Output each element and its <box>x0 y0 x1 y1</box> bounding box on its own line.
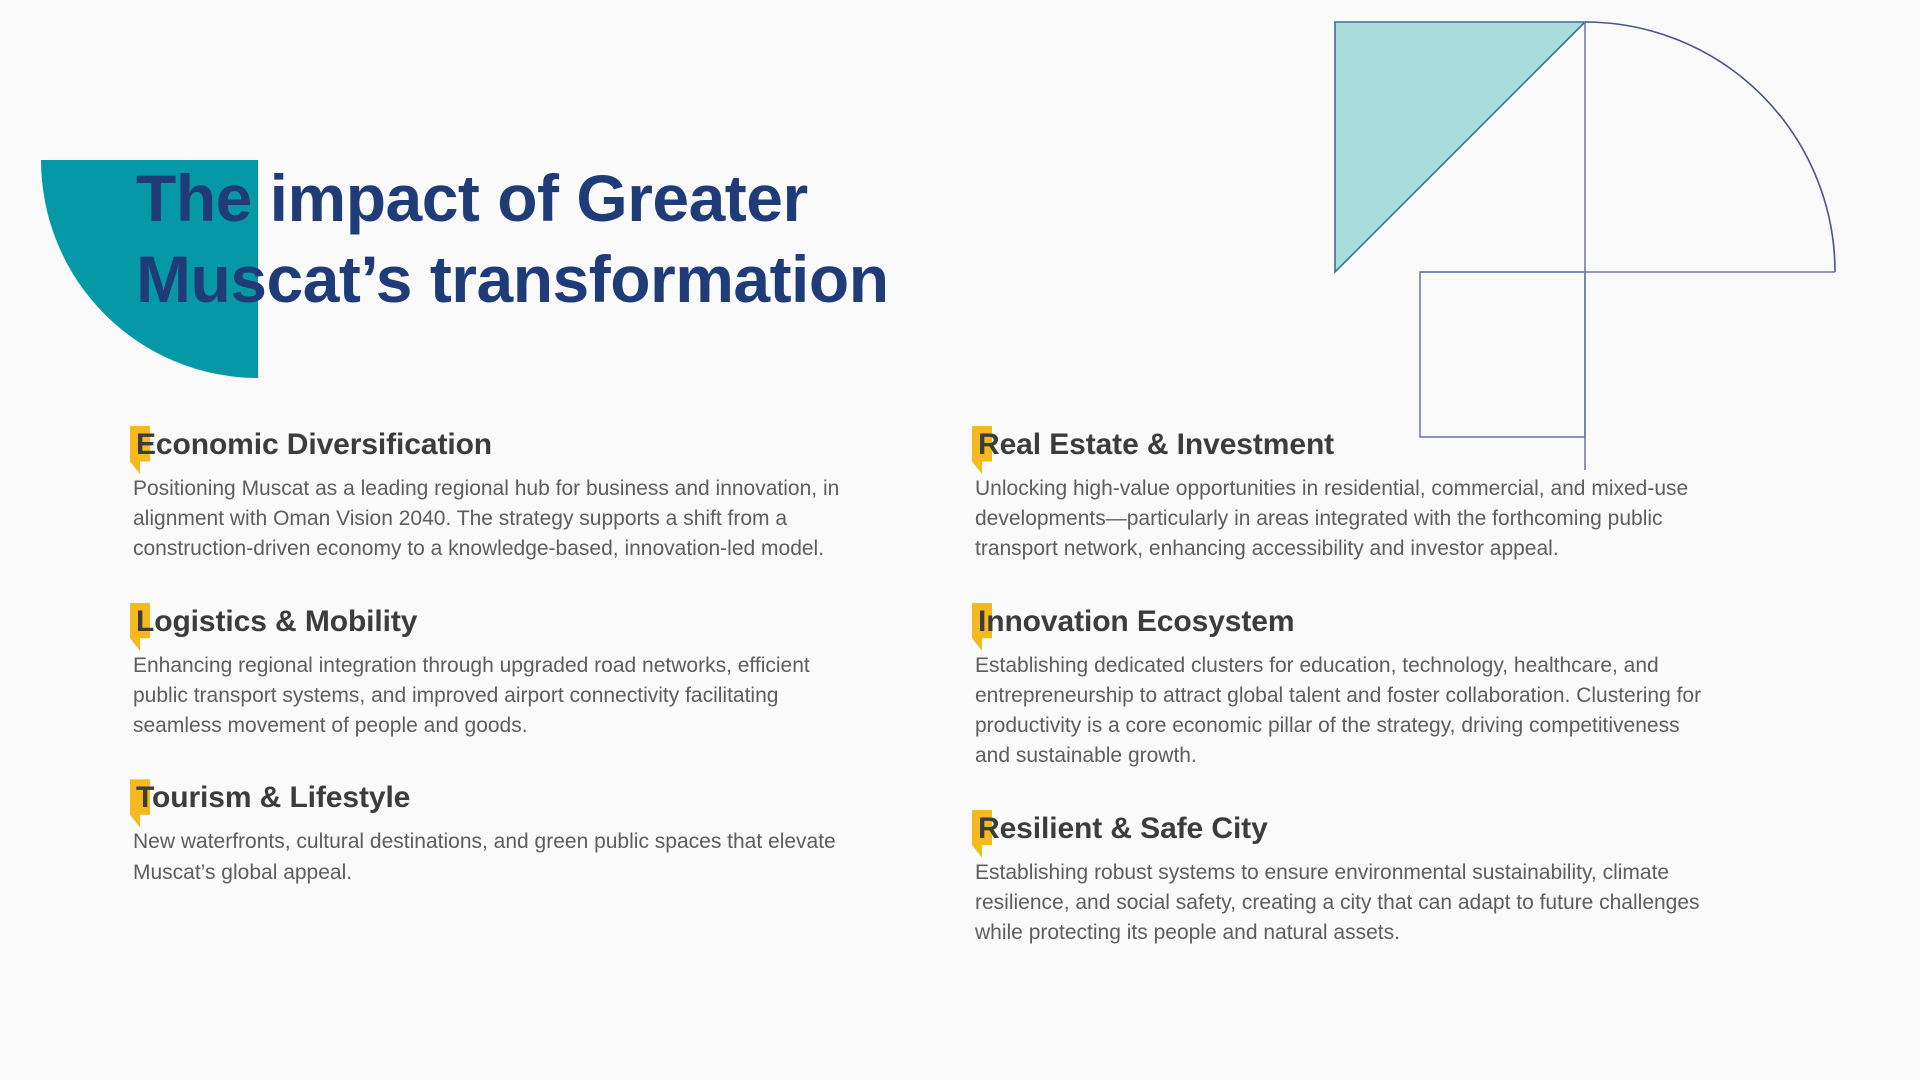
list-item: Resilient & Safe City Establishing robus… <box>972 808 1840 949</box>
list-item: Economic Diversification Positioning Mus… <box>130 424 840 565</box>
list-item: Tourism & Lifestyle New waterfronts, cul… <box>130 777 840 887</box>
item-body: Unlocking high-value opportunities in re… <box>975 477 1689 561</box>
item-body: Enhancing regional integration through u… <box>133 653 810 738</box>
outline-square <box>1419 271 1586 438</box>
heading-row: Innovation Ecosystem <box>972 601 1840 651</box>
right-column: Real Estate & Investment Unlocking high-… <box>840 424 1840 948</box>
item-body: New waterfronts, cultural destinations, … <box>133 830 836 884</box>
item-heading: Resilient & Safe City <box>978 811 1268 845</box>
item-heading: Economic Diversification <box>136 428 493 461</box>
page-title-line-2: Muscat’s transformation <box>136 241 889 316</box>
page-title: The impact of Greater Muscat’s transform… <box>136 158 1256 319</box>
list-item: Innovation Ecosystem Establishing dedica… <box>972 601 1840 772</box>
item-heading: Logistics & Mobility <box>136 604 418 638</box>
item-body: Positioning Muscat as a leading regional… <box>133 477 840 561</box>
heading-row: Economic Diversification <box>130 424 840 474</box>
list-item: Real Estate & Investment Unlocking high-… <box>972 424 1840 565</box>
right-column-inner: Real Estate & Investment Unlocking high-… <box>972 424 1840 949</box>
heading-row: Resilient & Safe City <box>972 808 1840 858</box>
page-title-line-1: The impact of Greater <box>136 161 808 235</box>
content-columns: Economic Diversification Positioning Mus… <box>0 424 1920 948</box>
list-item: Logistics & Mobility Enhancing regional … <box>130 601 840 742</box>
item-heading: Tourism & Lifestyle <box>136 781 411 815</box>
decorative-geometry <box>1334 21 1836 470</box>
heading-row: Logistics & Mobility <box>130 601 840 651</box>
heading-row: Real Estate & Investment <box>972 424 1840 474</box>
heading-row: Tourism & Lifestyle <box>130 777 840 828</box>
item-body: Establishing robust systems to ensure en… <box>975 860 1700 945</box>
teal-triangle <box>1334 21 1587 274</box>
item-heading: Innovation Ecosystem <box>978 604 1295 638</box>
item-heading: Real Estate & Investment <box>978 428 1335 461</box>
left-column: Economic Diversification Positioning Mus… <box>0 424 840 948</box>
quarter-arc <box>1584 21 1836 273</box>
item-body: Establishing dedicated clusters for educ… <box>975 653 1702 768</box>
